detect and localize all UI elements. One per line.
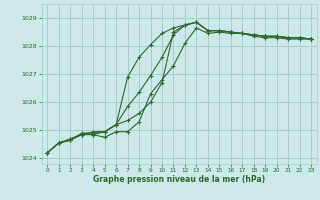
X-axis label: Graphe pression niveau de la mer (hPa): Graphe pression niveau de la mer (hPa) bbox=[93, 175, 265, 184]
